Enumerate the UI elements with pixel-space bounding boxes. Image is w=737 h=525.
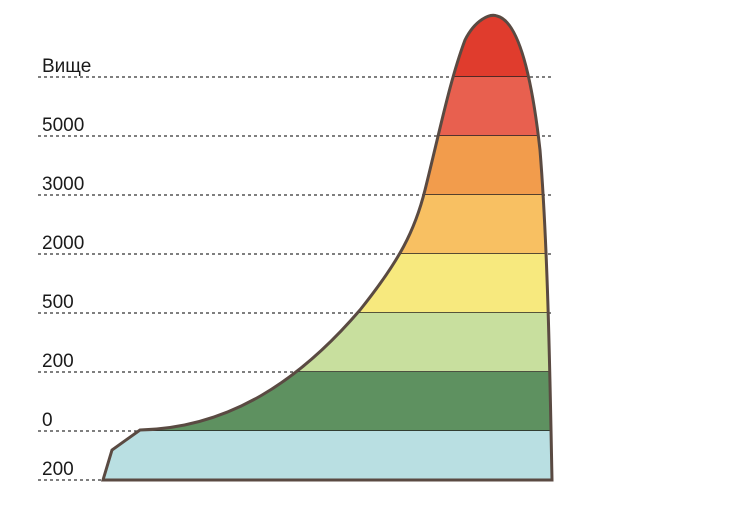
band	[103, 195, 552, 254]
elevation-bands	[103, 15, 552, 480]
label: Вище	[42, 56, 91, 77]
label: 2000	[42, 233, 84, 254]
band	[103, 136, 552, 195]
mountain-outline	[100, 13, 554, 482]
band	[103, 254, 552, 313]
band	[103, 431, 552, 480]
band	[103, 15, 552, 77]
band	[103, 77, 552, 136]
label: 200	[42, 351, 74, 372]
band	[103, 372, 552, 431]
label: 500	[42, 292, 74, 313]
label: 0	[42, 410, 53, 431]
label: 3000	[42, 174, 84, 195]
label: 200	[42, 459, 74, 480]
label: 5000	[42, 115, 84, 136]
